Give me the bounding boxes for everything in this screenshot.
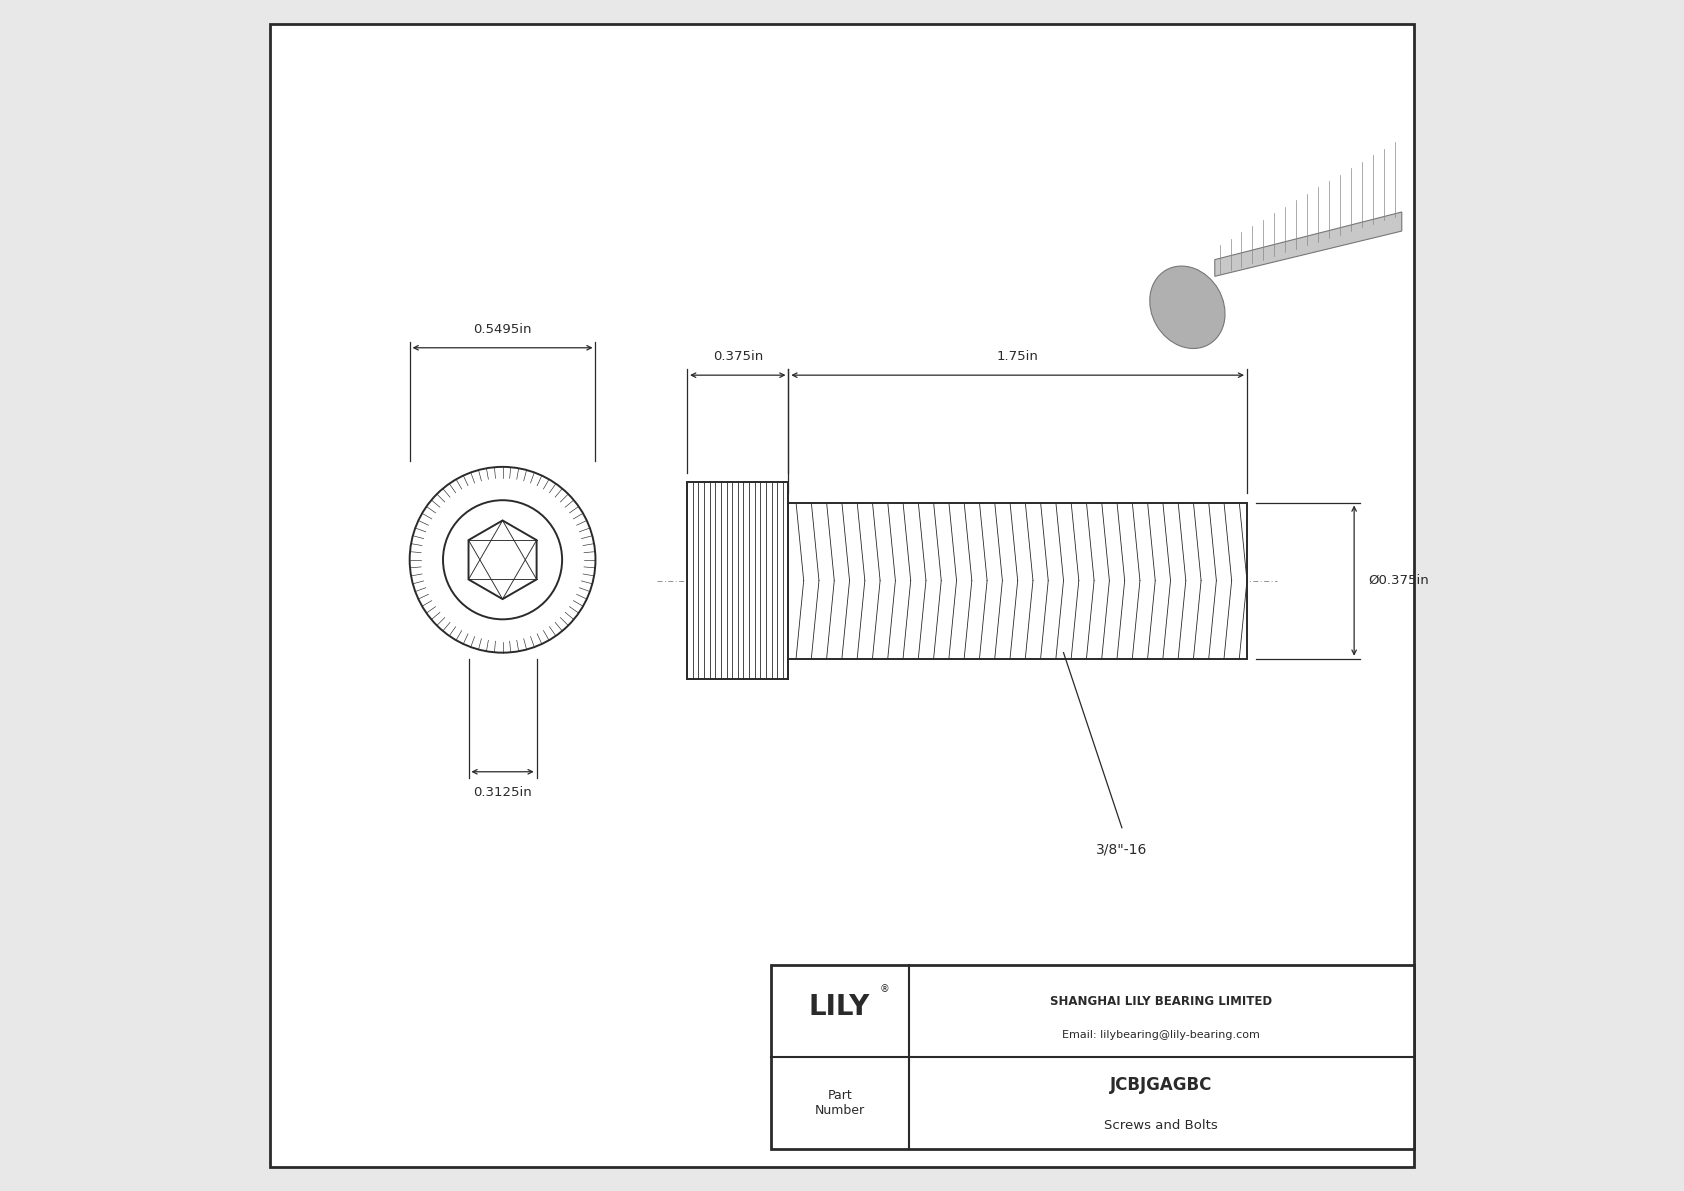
Text: 0.5495in: 0.5495in bbox=[473, 323, 532, 336]
Text: Part
Number: Part Number bbox=[815, 1089, 866, 1117]
Text: LILY: LILY bbox=[808, 993, 871, 1021]
Text: SHANGHAI LILY BEARING LIMITED: SHANGHAI LILY BEARING LIMITED bbox=[1051, 996, 1273, 1008]
FancyBboxPatch shape bbox=[271, 24, 1413, 1167]
FancyBboxPatch shape bbox=[771, 965, 1413, 1149]
Circle shape bbox=[409, 467, 596, 653]
Ellipse shape bbox=[1150, 266, 1224, 349]
Text: Screws and Bolts: Screws and Bolts bbox=[1105, 1118, 1218, 1131]
Text: 3/8"-16: 3/8"-16 bbox=[1096, 842, 1147, 856]
Text: 0.3125in: 0.3125in bbox=[473, 786, 532, 799]
Polygon shape bbox=[468, 520, 537, 599]
Polygon shape bbox=[1214, 212, 1401, 276]
Text: 0.375in: 0.375in bbox=[712, 350, 763, 363]
Bar bbox=[687, 482, 788, 679]
Text: Ø0.375in: Ø0.375in bbox=[1369, 574, 1430, 587]
Circle shape bbox=[443, 500, 562, 619]
Bar bbox=[687, 482, 788, 679]
Text: Email: lilybearing@lily-bearing.com: Email: lilybearing@lily-bearing.com bbox=[1063, 1030, 1260, 1040]
Text: 1.75in: 1.75in bbox=[997, 350, 1039, 363]
Text: JCBJGAGBC: JCBJGAGBC bbox=[1110, 1075, 1212, 1093]
Text: ®: ® bbox=[881, 984, 889, 993]
Bar bbox=[788, 503, 1246, 659]
Bar bbox=[788, 503, 1246, 659]
